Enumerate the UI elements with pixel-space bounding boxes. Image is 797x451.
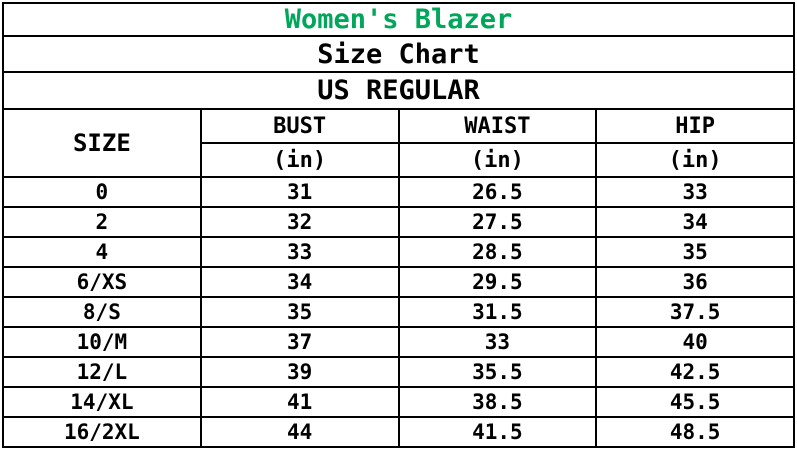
bust-cell: 41 [199, 386, 400, 418]
hip-cell: 36 [595, 266, 795, 298]
table-row: 4 33 28.5 35 [2, 236, 795, 268]
size-cell: 4 [2, 236, 202, 268]
hip-cell: 42.5 [595, 356, 795, 388]
unit-label-bust: (in) [199, 142, 400, 178]
table-row: 6/XS 34 29.5 36 [2, 266, 795, 298]
bust-cell: 35 [199, 296, 400, 328]
subtitle: Size Chart [2, 35, 795, 73]
column-header-bust: BUST [199, 108, 400, 144]
waist-cell: 26.5 [397, 176, 598, 208]
hip-cell: 33 [595, 176, 795, 208]
table-row: 16/2XL 44 41.5 48.5 [2, 416, 795, 448]
hip-cell: 48.5 [595, 416, 795, 448]
column-header-size: SIZE [2, 108, 202, 178]
unit-label-hip: (in) [595, 142, 795, 178]
size-cell: 14/XL [2, 386, 202, 418]
hip-cell: 40 [595, 326, 795, 358]
waist-cell: 41.5 [397, 416, 598, 448]
bust-cell: 37 [199, 326, 400, 358]
table-row: 8/S 35 31.5 37.5 [2, 296, 795, 328]
hip-cell: 45.5 [595, 386, 795, 418]
size-cell: 16/2XL [2, 416, 202, 448]
column-header-hip: HIP [595, 108, 795, 144]
hip-cell: 37.5 [595, 296, 795, 328]
size-cell: 12/L [2, 356, 202, 388]
bust-cell: 44 [199, 416, 400, 448]
table-row: 12/L 39 35.5 42.5 [2, 356, 795, 388]
bust-cell: 39 [199, 356, 400, 388]
table-row: 0 31 26.5 33 [2, 176, 795, 208]
size-cell: 0 [2, 176, 202, 208]
table-row: 14/XL 41 38.5 45.5 [2, 386, 795, 418]
column-header-waist: WAIST [397, 108, 598, 144]
header-row: SIZE BUST WAIST HIP [2, 108, 795, 178]
bust-cell: 33 [199, 236, 400, 268]
unit-label-waist: (in) [397, 142, 598, 178]
bust-cell: 31 [199, 176, 400, 208]
table-row: 10/M 37 33 40 [2, 326, 795, 358]
table-row: 2 32 27.5 34 [2, 206, 795, 238]
subtitle-row: Size Chart [2, 35, 795, 73]
hip-cell: 34 [595, 206, 795, 238]
waist-cell: 31.5 [397, 296, 598, 328]
waist-cell: 27.5 [397, 206, 598, 238]
waist-cell: 38.5 [397, 386, 598, 418]
region-label: US REGULAR [2, 71, 795, 110]
region-row: US REGULAR [2, 71, 795, 110]
size-cell: 6/XS [2, 266, 202, 298]
size-cell: 8/S [2, 296, 202, 328]
waist-cell: 35.5 [397, 356, 598, 388]
waist-cell: 28.5 [397, 236, 598, 268]
waist-cell: 29.5 [397, 266, 598, 298]
hip-cell: 35 [595, 236, 795, 268]
page-title: Women's Blazer [2, 2, 795, 37]
bust-cell: 32 [199, 206, 400, 238]
size-cell: 10/M [2, 326, 202, 358]
title-row: Women's Blazer [2, 2, 795, 37]
size-cell: 2 [2, 206, 202, 238]
bust-cell: 34 [199, 266, 400, 298]
waist-cell: 33 [397, 326, 598, 358]
unit-row: (in) (in) (in) [3, 142, 795, 178]
